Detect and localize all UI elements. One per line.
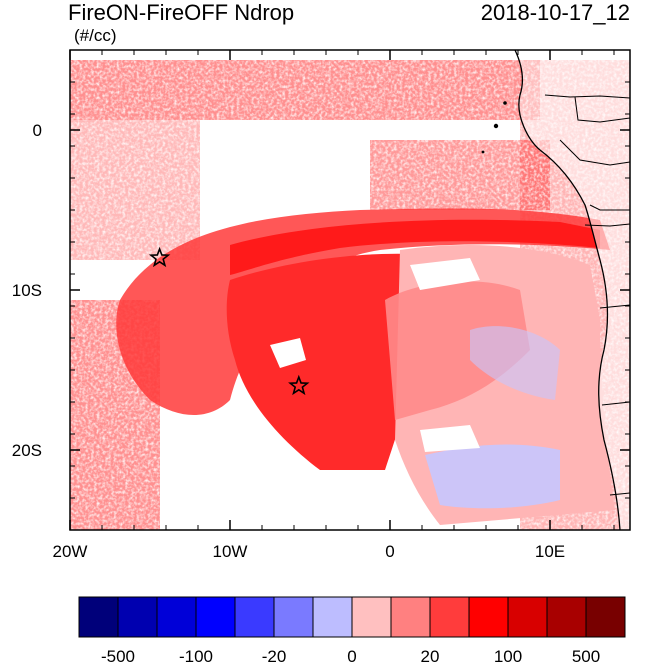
colorbar-swatch [312, 596, 353, 638]
y-tick-label: 20S [12, 441, 42, 460]
map-panel [70, 50, 630, 530]
coastline [514, 50, 621, 530]
colorbar-label: 20 [421, 647, 440, 666]
colorbar-swatch [351, 596, 392, 638]
colorbar-swatch [195, 596, 236, 638]
plot-title: FireON-FireOFF Ndrop [68, 0, 295, 25]
x-tick-label: 10W [213, 542, 248, 561]
x-tick-label: 20W [53, 542, 88, 561]
y-tick-label: 0 [33, 121, 42, 140]
x-tick-label: 0 [385, 542, 394, 561]
units-label: (#/cc) [74, 26, 117, 45]
colorbar-label: -500 [101, 647, 135, 666]
country-borders [544, 94, 630, 496]
aerosol-plume [116, 208, 615, 525]
colorbar-swatch [273, 596, 314, 638]
colorbar-swatch [234, 596, 275, 638]
datetime-label: 2018-10-17_12 [480, 0, 630, 25]
colorbar-label: 500 [572, 647, 600, 666]
colorbar-swatch [156, 596, 197, 638]
y-tick-label: 10S [12, 281, 42, 300]
colorbar-swatch [78, 596, 119, 638]
colorbar-label: -20 [262, 647, 287, 666]
colorbar: -500 -100 -20 0 20 100 500 [78, 596, 626, 666]
land-mask [515, 50, 630, 530]
colorbar-swatch [117, 596, 158, 638]
x-tick-label: 10E [535, 542, 565, 561]
star-marker [148, 246, 171, 268]
colorbar-label: -100 [179, 647, 213, 666]
islands [481, 101, 507, 154]
colorbar-label: 100 [494, 647, 522, 666]
marker-layer [148, 246, 310, 396]
colorbar-swatch [546, 596, 587, 638]
colorbar-swatch [585, 596, 626, 638]
colorbar-swatch [390, 596, 431, 638]
colorbar-swatch [429, 596, 470, 638]
star-marker [288, 374, 310, 396]
colorbar-swatch [468, 596, 509, 638]
colorbar-label: 0 [347, 647, 356, 666]
axis-layer: 20W 10W 0 10E 0 10S 20S [12, 49, 630, 561]
colorbar-swatch [507, 596, 548, 638]
